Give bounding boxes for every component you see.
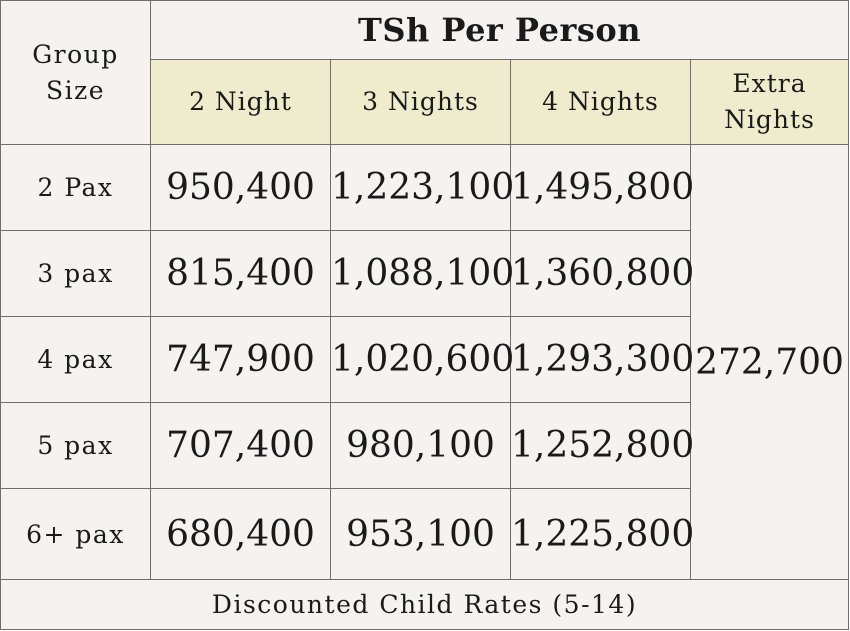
price-cell: 1,225,800 xyxy=(510,488,694,580)
price-cell: 747,900 xyxy=(150,316,331,403)
extra-nights-price: 272,700 xyxy=(690,144,849,580)
table-title: TSh Per Person xyxy=(150,0,849,60)
price-cell: 1,252,800 xyxy=(510,402,694,489)
group-size-label: 5 pax xyxy=(0,402,151,489)
column-header-2-night: 2 Night xyxy=(150,59,331,145)
price-cell: 707,400 xyxy=(150,402,331,489)
group-size-header: Group Size xyxy=(0,0,151,145)
group-size-label: 4 pax xyxy=(0,316,151,403)
child-rates-footer: Discounted Child Rates (5-14) xyxy=(0,579,849,630)
group-size-label: 2 Pax xyxy=(0,144,151,231)
column-header-3-nights: 3 Nights xyxy=(330,59,511,145)
table-row: 2 Pax 950,400 1,223,100 1,495,800 272,70… xyxy=(0,144,849,580)
table-row: 5 pax 707,400 980,100 1,252,800 xyxy=(0,402,849,489)
price-cell: 1,088,100 xyxy=(330,230,514,317)
price-cell: 950,400 xyxy=(150,144,331,231)
price-cell: 953,100 xyxy=(330,488,511,580)
column-header-extra-nights: Extra Nights xyxy=(690,59,849,145)
table-row: 4 pax 747,900 1,020,600 1,293,300 xyxy=(0,316,849,403)
price-cell: 815,400 xyxy=(150,230,331,317)
table-row: 6+ pax 680,400 953,100 1,225,800 xyxy=(0,488,849,580)
group-size-label: 6+ pax xyxy=(0,488,151,580)
price-cell: 1,223,100 xyxy=(330,144,514,231)
group-size-label: 3 pax xyxy=(0,230,151,317)
price-cell: 1,020,600 xyxy=(330,316,514,403)
price-cell: 1,360,800 xyxy=(510,230,694,317)
price-cell: 1,495,800 xyxy=(510,144,694,231)
price-cell: 680,400 xyxy=(150,488,331,580)
price-cell: 1,293,300 xyxy=(510,316,694,403)
column-header-4-nights: 4 Nights xyxy=(510,59,691,145)
price-cell: 980,100 xyxy=(330,402,511,489)
